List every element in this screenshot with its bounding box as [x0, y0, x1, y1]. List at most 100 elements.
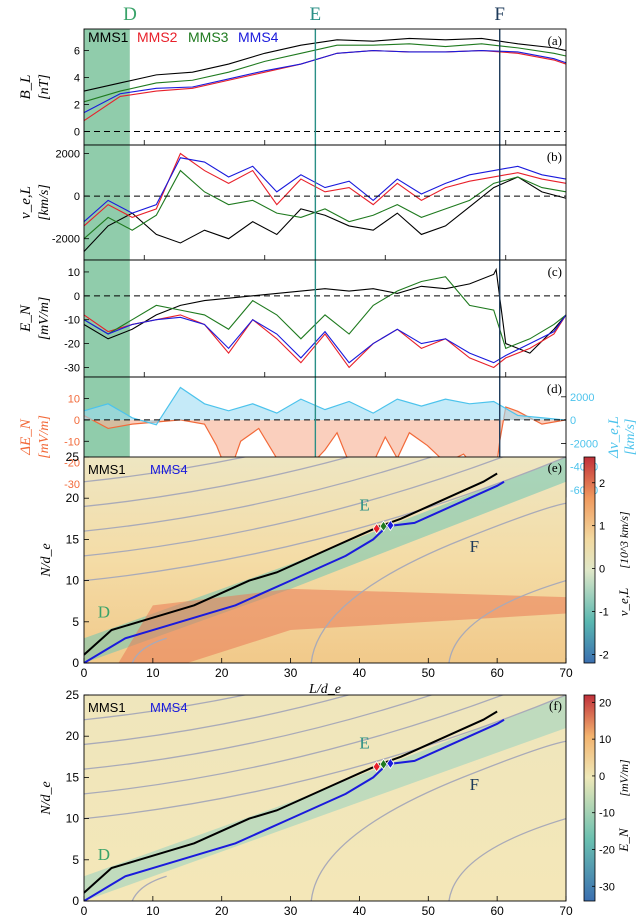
map-plot-area	[84, 695, 566, 901]
colorbar-tick-label: 20	[599, 697, 611, 709]
colorbar-tick-label: -1	[599, 607, 609, 619]
x-tick-label: 10	[146, 904, 160, 916]
x-tick-label: 30	[284, 666, 298, 680]
axes-frame	[83, 28, 567, 146]
series-line-mms1	[83, 37, 567, 92]
track-mms4	[84, 718, 505, 901]
x-tick-label: 60	[490, 666, 504, 680]
y-tick-label: -10	[64, 315, 80, 327]
series-line-mms2	[83, 50, 567, 122]
panel-label: (a)	[548, 33, 562, 48]
y-right-tick-label: 0	[570, 415, 576, 427]
contour-line	[131, 637, 167, 663]
event-label-e: E	[310, 4, 322, 25]
contour-line	[84, 695, 248, 721]
y-tick-label: -30	[64, 362, 80, 374]
axes-frame	[83, 456, 567, 664]
colorbar-unit: [mV/m]	[617, 759, 631, 797]
panel-f: 0102030405060700510152025(f)N/d_eL/d_eMM…	[39, 688, 631, 916]
marker-mms4	[386, 757, 395, 770]
x-tick-label: 30	[284, 904, 298, 916]
contour-line	[84, 695, 351, 746]
marker-mms4	[386, 519, 395, 532]
contour-line	[84, 457, 351, 508]
event-label-d: D	[98, 845, 110, 864]
y-tick-label: 10	[68, 393, 80, 405]
track-mms1	[84, 710, 498, 894]
marker-mms2	[372, 760, 381, 773]
panel-a: 0 2 4 6 (a) B_L [nT]	[18, 28, 567, 146]
colorbar-label: E_N	[616, 827, 631, 852]
y-tick-label: 10	[68, 267, 80, 279]
axes-frame	[83, 144, 567, 261]
panel-e: 0 10 20 30 40 50 60 700510152025(e)N/d_eL/d_eMM…	[39, 450, 631, 697]
legend-entry-mms2: MMS2	[137, 29, 178, 45]
series-line-mms4	[83, 157, 567, 223]
y-axis-label: N/d_e	[39, 781, 54, 815]
y-tick-label: 0	[74, 291, 80, 303]
series-line-mms2	[83, 152, 567, 227]
colorbar-tick-label: 0	[599, 564, 605, 576]
y-axis-label: E_N	[18, 304, 34, 333]
colorbar	[583, 456, 596, 664]
y-tick-label: 0	[74, 415, 80, 427]
y-tick-label: 0	[74, 191, 80, 203]
colorbar-tick-label: -20	[599, 845, 615, 857]
y-tick-label: 0	[74, 127, 80, 139]
y-tick-label: 10	[66, 574, 80, 588]
contour-line	[310, 502, 566, 663]
panel-label: (c)	[548, 264, 562, 279]
x-tick-label: 40	[353, 904, 367, 916]
legend-entry-mms3: MMS3	[188, 29, 229, 45]
x-tick-label: 50	[422, 904, 436, 916]
y-tick-label: 25	[66, 450, 80, 464]
series-line-mms2	[83, 314, 567, 369]
colorbar-tick-label: -10	[599, 808, 615, 820]
y-axis-label: v_e,L	[18, 186, 34, 219]
delta-ve-line	[83, 386, 567, 426]
y-right-axis-label: Δv_e,L	[606, 416, 622, 459]
legend-entry-mms1: MMS1	[88, 462, 126, 477]
y-tick-label: 2000	[56, 149, 80, 161]
event-label-f: F	[494, 4, 505, 25]
y-axis-unit: [mV/m]	[37, 415, 52, 459]
y-tick-label: -10	[64, 436, 80, 448]
series-line-mms3	[83, 276, 567, 350]
x-tick-label: 70	[559, 666, 573, 680]
colorbar-unit: [10^3 km/s]	[617, 511, 631, 569]
event-label-d: D	[123, 4, 137, 25]
time-series-overlay: D E F MMS1 MMS2 MMS3 MMS4	[88, 4, 505, 45]
contour-line	[448, 817, 566, 901]
delta-en-area	[84, 407, 566, 489]
y-tick-label: 20	[66, 491, 80, 505]
y-tick-label: -30	[64, 479, 80, 491]
marker-mms3	[379, 758, 388, 770]
colorbar-tick-label: 1	[599, 521, 605, 533]
contour-line	[84, 695, 434, 770]
panel-label: (b)	[547, 149, 562, 164]
contour-line	[84, 457, 248, 483]
y-tick-label: 20	[66, 729, 80, 743]
shaded-interval-d	[84, 145, 130, 260]
x-tick-label: 60	[490, 904, 504, 916]
series-line-mms4	[83, 50, 567, 114]
panel-label: (d)	[547, 381, 562, 396]
legend-entry-mms4: MMS4	[150, 462, 188, 477]
legend-entry-mms4: MMS4	[238, 29, 279, 45]
y-tick-label: 15	[66, 532, 80, 546]
event-label-e: E	[359, 734, 369, 753]
y-axis-label: N/d_e	[39, 543, 54, 577]
track-mms1	[84, 472, 498, 656]
colorbar-tick-label: -2	[599, 649, 609, 661]
x-tick-label: 70	[559, 904, 573, 916]
contour-line	[84, 457, 505, 557]
y-tick-label: 0	[72, 894, 79, 908]
axes-frame	[83, 694, 567, 902]
colorbar-tick-label: 10	[599, 734, 611, 746]
contour-line	[84, 695, 505, 795]
y-tick-label: 2	[74, 100, 80, 112]
y-right-axis-unit: [km/s]	[623, 419, 638, 456]
event-label-e: E	[359, 496, 369, 515]
x-tick-label: 0	[81, 904, 88, 916]
